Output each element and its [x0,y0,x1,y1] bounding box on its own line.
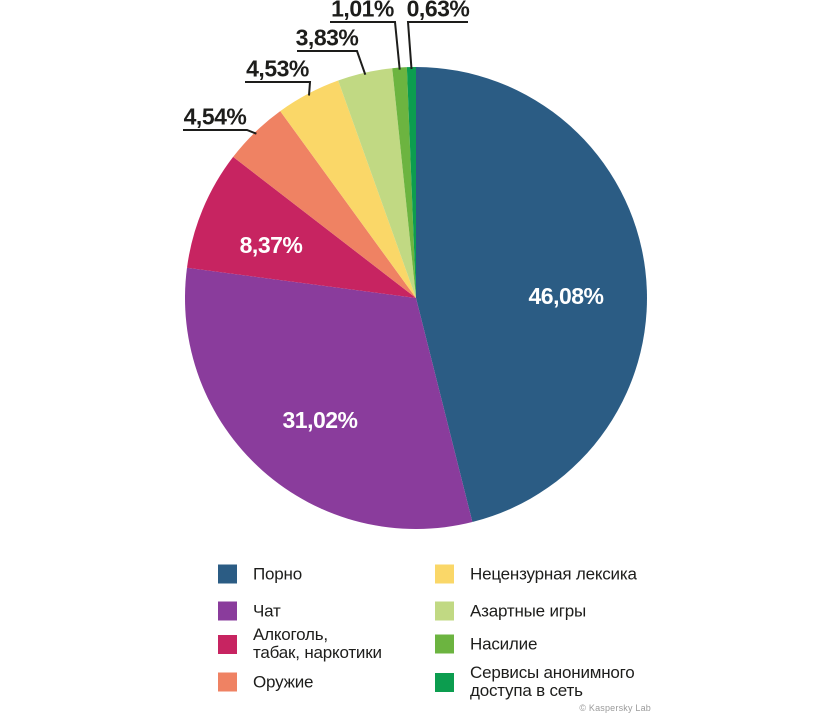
legend-item: Насилие [435,634,538,654]
callout-value-label: 3,83% [296,25,359,51]
legend-swatch [218,634,237,654]
slice-value-label: 46,08% [528,283,603,309]
legend-swatch [435,672,454,692]
callout-leader-line [330,21,401,70]
legend-label: Порно [253,564,302,583]
pie-slice [406,67,416,298]
legend-item: Азартные игры [435,601,587,621]
legend-label: Насилие [470,634,538,653]
legend-item: Чат [218,601,281,621]
legend-swatch [435,601,454,621]
legend-label: Чат [253,601,281,620]
legend-item: Порно [218,564,302,584]
legend-label: Сервисы анонимного доступа в сеть [470,663,635,700]
slice-value-label: 8,37% [240,232,303,258]
legend-swatch [218,564,237,584]
legend-swatch [218,672,237,692]
legend-swatch [435,634,454,654]
legend-label: Оружие [253,672,314,691]
pie-slice [280,80,416,298]
legend-item: Алкоголь, табак, наркотики [218,626,382,662]
legend-label: Алкоголь, табак, наркотики [253,625,382,662]
legend-item: Сервисы анонимного доступа в сеть [435,664,635,700]
pie-slice [184,267,473,529]
legend-label: Нецензурная лексика [470,564,637,583]
callout-leader-line [297,50,367,76]
callout-leader-line [183,129,257,135]
legend-swatch [435,564,454,584]
legend-item: Оружие [218,672,314,692]
callout-leader-line [406,21,468,70]
legend-swatch [218,601,237,621]
copyright-credit: © Kaspersky Lab [579,703,651,713]
pie-slice [186,156,416,298]
pie-slice [233,111,416,298]
slice-value-label: 31,02% [282,407,357,433]
pie-slice [338,68,416,298]
callout-value-label: 4,54% [184,104,247,130]
callout-value-label: 1,01% [331,0,394,22]
callout-value-label: 4,53% [246,56,309,82]
pie-slice [416,67,647,523]
legend-label: Азартные игры [470,601,587,620]
callout-leader-line [245,81,312,96]
callout-value-label: 0,63% [407,0,470,22]
pie-slice [392,67,416,299]
legend-item: Нецензурная лексика [435,564,637,584]
